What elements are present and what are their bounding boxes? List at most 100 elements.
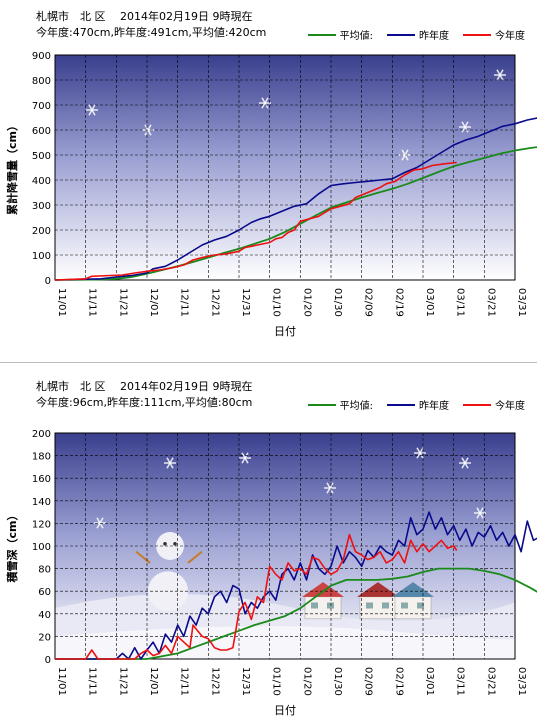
legend-swatch-last-year [387, 403, 415, 406]
series-line-this-year [55, 533, 458, 660]
location-label: 札幌市 北 区 [36, 10, 106, 23]
cumulative-snowfall-chart: 0 100 200 300 400 500 600 700 800 900 11/01 11/11 11… [5, 51, 537, 338]
y-tick-label: 160 [32, 474, 51, 485]
y-tick-label: 900 [32, 51, 51, 62]
x-tick-label: 12/31 [240, 288, 251, 317]
y-tick-label: 400 [32, 176, 51, 187]
legend-swatch-last-year [387, 33, 415, 36]
y-tick-label: 500 [32, 151, 51, 162]
plot-area [55, 55, 515, 280]
legend-swatch-this-year [463, 403, 491, 406]
y-tick-label: 100 [32, 542, 51, 553]
x-tick-label: 03/11 [455, 667, 466, 696]
house-icon [392, 582, 434, 620]
x-tick-label: 11/01 [56, 667, 67, 696]
x-tick-label: 11/21 [117, 667, 128, 696]
x-tick-label: 03/01 [424, 667, 435, 696]
y-tick-label: 40 [38, 610, 51, 621]
location-label: 札幌市 北 区 [36, 380, 106, 393]
x-tick-label: 02/09 [363, 667, 374, 696]
timestamp-label: 2014年02月19日 9時現在 [120, 10, 253, 23]
legend-label-average: 平均値: [339, 401, 373, 412]
x-tick-label: 03/21 [485, 667, 496, 696]
snowflake-icon [94, 517, 106, 529]
x-tick-label: 12/21 [209, 667, 220, 696]
legend-label-average: 平均値: [339, 31, 373, 42]
x-tick-label: 12/11 [179, 288, 190, 317]
y-tick-label: 200 [32, 429, 51, 440]
chart-panel-snow-depth: 札幌市 北 区 2014年02月19日 9時現在 今年度:96cm,昨年度:11… [0, 370, 537, 727]
chart-title: 札幌市 北 区 2014年02月19日 9時現在 [36, 10, 252, 24]
legend-swatch-average [307, 403, 336, 406]
snowflake-icon [474, 507, 486, 519]
y-axis-label: 積雪深（cm） [5, 510, 19, 584]
x-tick-label: 02/19 [393, 288, 404, 317]
legend-item-last-year: 昨年度 [387, 27, 449, 42]
series-line-last-year [54, 117, 537, 281]
x-tick-label: 02/19 [393, 667, 404, 696]
legend-label-last-year: 昨年度 [419, 401, 449, 412]
x-tick-label: 11/01 [56, 288, 67, 317]
x-tick-label: 03/21 [485, 288, 496, 317]
plot-frame [54, 54, 516, 281]
x-tick-label: 03/31 [516, 288, 527, 317]
series-line-this-year [54, 161, 457, 281]
x-tick-label: 11/11 [87, 667, 98, 696]
snowflake-icon [259, 97, 271, 109]
snowflake-icon [494, 69, 506, 81]
legend-item-average: 平均値: [307, 397, 373, 412]
x-tick-label: 12/11 [179, 667, 190, 696]
x-tick-label: 12/01 [148, 288, 159, 317]
x-axis-label: 日付 [274, 325, 296, 338]
x-tick-label: 12/31 [240, 667, 251, 696]
house-icon [357, 582, 399, 620]
series-line-average [55, 567, 537, 660]
snowflake-icon [324, 482, 336, 494]
legend-item-this-year: 今年度 [463, 397, 525, 412]
legend-label-last-year: 昨年度 [419, 31, 449, 42]
chart-panel-cumulative-snowfall: 札幌市 北 区 2014年02月19日 9時現在 今年度:470cm,昨年度:4… [0, 0, 537, 355]
y-tick-label: 140 [32, 497, 51, 508]
y-tick-label: 180 [32, 452, 51, 463]
series-line-last-year [55, 511, 537, 660]
y-axis-label: 累計降雪量（cm） [5, 120, 19, 215]
legend-label-this-year: 今年度 [495, 31, 525, 42]
legend-swatch-this-year [463, 33, 491, 36]
snowflake-icon [86, 104, 98, 116]
snowflake-icon [459, 457, 471, 469]
y-tick-label: 700 [32, 101, 51, 112]
x-tick-label: 03/01 [424, 288, 435, 317]
x-tick-label: 11/11 [87, 288, 98, 317]
x-tick-label: 01/10 [271, 288, 282, 317]
summary-label: 今年度:96cm,昨年度:111cm,平均値:80cm [36, 396, 253, 409]
x-tick-label: 03/31 [516, 667, 527, 696]
y-tick-label: 20 [38, 632, 51, 643]
y-tick-label: 800 [32, 76, 51, 87]
legend-item-average: 平均値: [307, 27, 373, 42]
legend-item-this-year: 今年度 [463, 27, 525, 42]
house-icon [302, 582, 344, 620]
x-tick-label: 12/21 [209, 288, 220, 317]
summary-label: 今年度:470cm,昨年度:491cm,平均値:420cm [36, 26, 267, 39]
x-tick-label: 01/10 [271, 667, 282, 696]
x-tick-label: 11/21 [117, 288, 128, 317]
y-tick-label: 200 [32, 226, 51, 237]
snowflake-icon [459, 121, 471, 133]
x-axis-label: 日付 [274, 704, 296, 717]
x-tick-label: 03/11 [455, 288, 466, 317]
legend-swatch-average [307, 33, 336, 36]
snowflake-icon [414, 447, 426, 459]
y-tick-label: 100 [32, 251, 51, 262]
y-tick-label: 60 [38, 587, 51, 598]
y-tick-label: 300 [32, 201, 51, 212]
legend-item-last-year: 昨年度 [387, 397, 449, 412]
x-tick-label: 02/09 [363, 288, 374, 317]
chart-title: 札幌市 北 区 2014年02月19日 9時現在 [36, 380, 252, 394]
snowflake-icon [164, 457, 176, 469]
x-tick-label: 12/01 [148, 667, 159, 696]
y-tick-label: 600 [32, 126, 51, 137]
x-tick-label: 01/20 [301, 288, 312, 317]
legend-label-this-year: 今年度 [495, 401, 525, 412]
x-tick-label: 01/30 [332, 288, 343, 317]
x-tick-label: 01/20 [301, 667, 312, 696]
